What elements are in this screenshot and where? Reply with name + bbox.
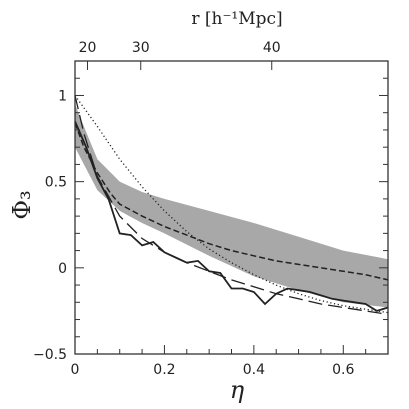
series-line-solid (74, 120, 389, 312)
x-tick-label: 0.4 (243, 362, 265, 378)
x-tick-label: 0.6 (332, 362, 354, 378)
y-tick-label: 1 (58, 88, 67, 104)
x-tick-label: 0 (71, 362, 80, 378)
tick-layer: 0 0.2 0.4 0.620 30 40−0.500.51 (33, 40, 389, 378)
x-axis-label: η (230, 376, 245, 404)
series-line-short-dash (74, 122, 389, 281)
x-tick-label: 0.2 (153, 362, 175, 378)
y-axis-label: Φ₃ (8, 190, 36, 219)
top-axis-label: r [h⁻¹Mpc] (191, 9, 282, 29)
series-layer (74, 95, 389, 316)
y-tick-label: −0.5 (33, 347, 67, 363)
top-tick-label: 40 (263, 40, 281, 56)
confidence-band-layer (75, 104, 388, 308)
confidence-band (75, 104, 388, 308)
top-tick-label: 20 (79, 40, 97, 56)
y-tick-label: 0 (58, 261, 67, 277)
series-line-long-dash (74, 95, 389, 316)
y-tick-label: 0.5 (45, 175, 67, 191)
top-tick-label: 30 (132, 40, 150, 56)
